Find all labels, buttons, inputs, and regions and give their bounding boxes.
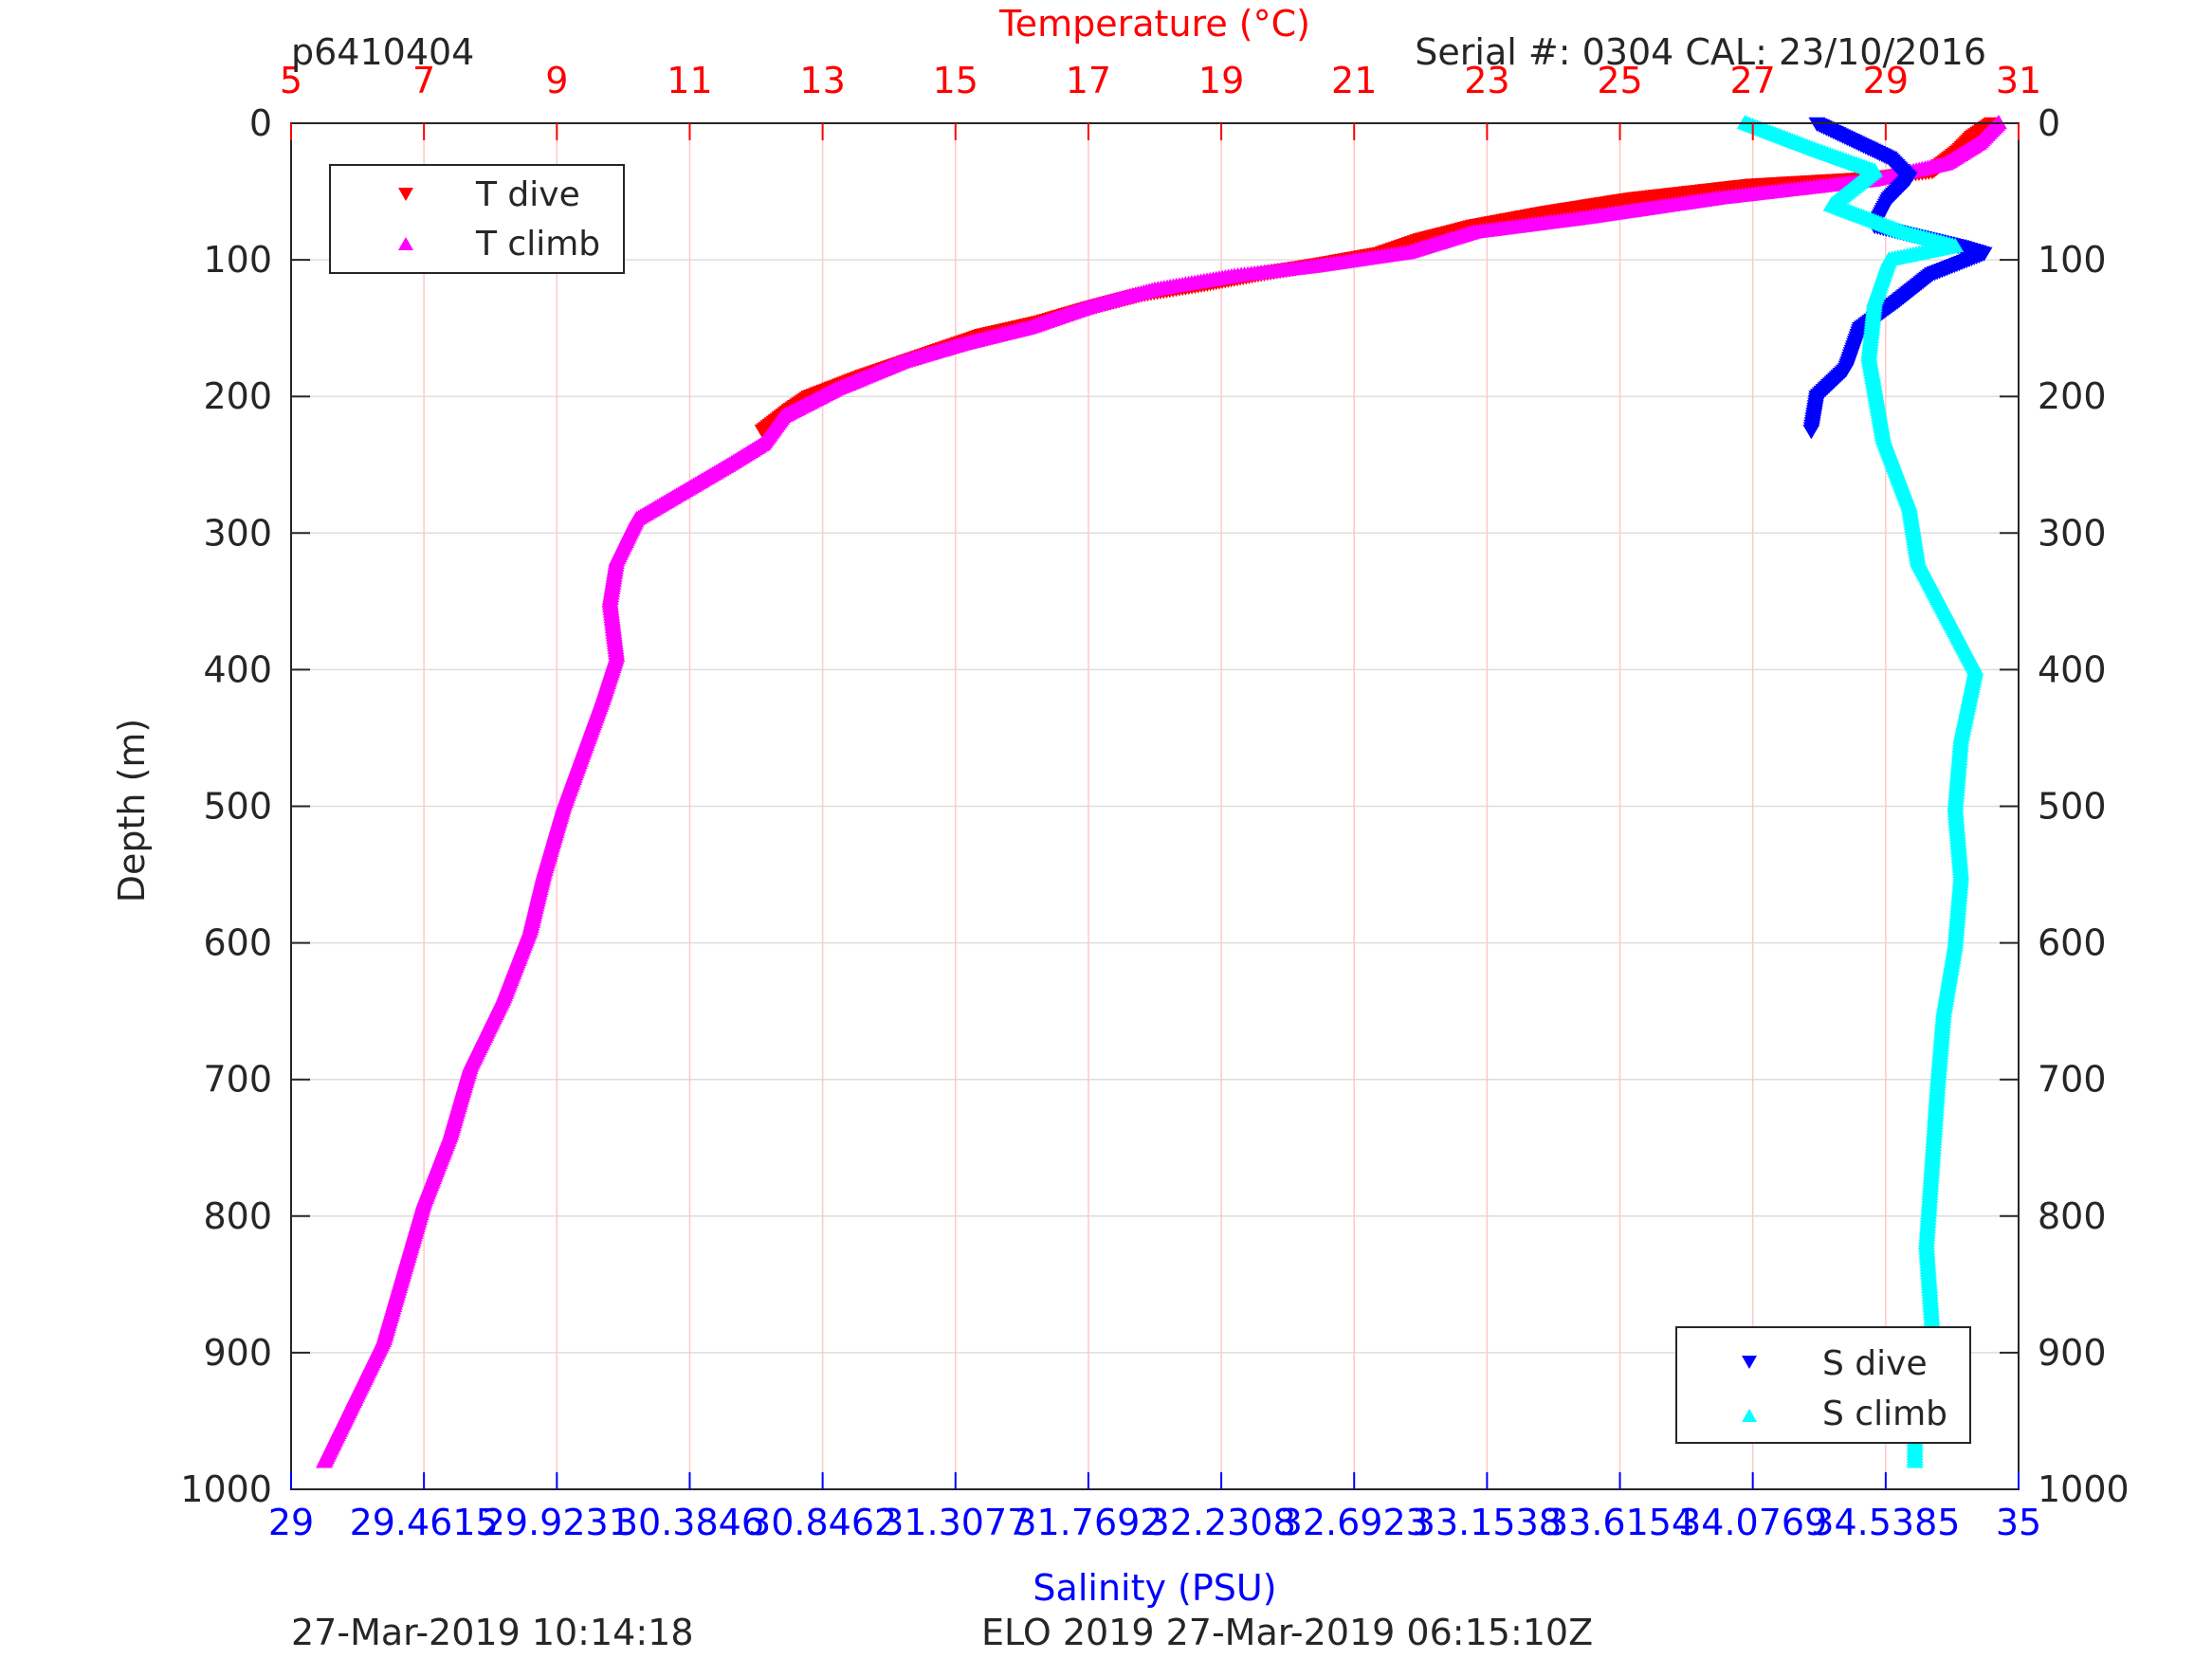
depth-tick-label-left: 900 [203,1332,272,1374]
depth-tick-label-right: 600 [2038,922,2107,964]
temperature-tick-label: 7 [412,60,435,101]
salinity-tick-label: 34.0769 [1678,1502,1827,1543]
depth-tick-label-right: 800 [2038,1195,2107,1237]
depth-tick-label-left: 300 [203,512,272,554]
salinity-tick-label: 29.4615 [350,1502,499,1543]
axis-ticks: 0 0 100 100 200 200 300 300 400 400 500 500 600 600 70… [180,60,2129,1543]
salinity-tick-label: 31.7692 [1014,1502,1162,1543]
temperature-tick-label: 11 [667,60,712,101]
temperature-tick-label: 23 [1464,60,1509,101]
temperature-tick-label: 21 [1331,60,1377,101]
profile-id: p6410404 [291,31,474,73]
depth-tick-label-left: 600 [203,922,272,964]
temperature-tick-label: 9 [545,60,568,101]
temperature-tick-label: 31 [1996,60,2041,101]
depth-tick-label-left: 0 [249,102,272,144]
depth-tick-label-right: 500 [2038,786,2107,828]
salinity-tick-label: 32.6923 [1280,1502,1429,1543]
depth-tick-label-left: 200 [203,375,272,417]
salinity-tick-label: 30.8462 [748,1502,897,1543]
depth-tick-label-right: 100 [2038,239,2107,281]
serial-calibration: Serial #: 0304 CAL: 23/10/2016 [1415,31,1986,73]
depth-axis-title: Depth (m) [111,719,153,903]
series-t-climb [316,115,2007,1468]
depth-tick-label-right: 1000 [2038,1468,2130,1510]
data-point [1802,424,1820,440]
depth-tick-label-right: 900 [2038,1332,2107,1374]
salinity-tick-label: 35 [1996,1502,2041,1543]
temperature-legend-box [329,164,625,274]
temperature-tick-label: 19 [1198,60,1244,101]
temperature-tick-label: 29 [1863,60,1909,101]
temperature-tick-label: 27 [1730,60,1776,101]
temperature-tick-label: 5 [280,60,302,101]
s-climb-legend-marker [1742,1409,1757,1422]
temperature-tick-label: 17 [1066,60,1111,101]
salinity-tick-label: 31.3077 [881,1502,1030,1543]
s-dive-legend-marker [1742,1356,1757,1369]
salinity-tick-label: 33.6154 [1545,1502,1694,1543]
temperature-legend: T dive T climb [329,164,625,274]
s-climb-legend-label: S climb [1822,1395,1947,1433]
t-dive-legend-label: T dive [475,175,580,214]
salinity-tick-label: 33.1538 [1413,1502,1562,1543]
temperature-tick-label: 15 [933,60,978,101]
salinity-legend-box [1675,1326,1971,1444]
temperature-tick-label: 13 [799,60,845,101]
depth-tick-label-left: 100 [203,239,272,281]
depth-tick-label-left: 700 [203,1059,272,1101]
series-layer [316,115,2007,1468]
depth-tick-label-right: 200 [2038,375,2107,417]
series-s-dive [1802,117,1993,440]
temperature-axis-title: Temperature (°C) [998,3,1310,45]
depth-tick-label-right: 700 [2038,1059,2107,1101]
salinity-axis-title: Salinity (PSU) [1033,1567,1276,1609]
data-point [1906,1453,1924,1468]
temperature-tick-label: 25 [1597,60,1642,101]
data-point [316,1453,334,1468]
depth-tick-label-left: 800 [203,1195,272,1237]
depth-tick-label-right: 300 [2038,512,2107,554]
salinity-legend: S dive S climb [1675,1326,1971,1444]
depth-tick-label-left: 1000 [180,1468,272,1510]
data-point [754,424,772,440]
salinity-tick-label: 29 [268,1502,314,1543]
footer-timestamp: 27-Mar-2019 10:14:18 [291,1612,694,1653]
salinity-tick-label: 29.9231 [483,1502,631,1543]
depth-tick-label-right: 0 [2038,102,2060,144]
depth-tick-label-left: 400 [203,648,272,690]
t-climb-legend-label: T climb [475,225,600,264]
series-s-climb [1736,115,1984,1468]
salinity-tick-label: 34.5385 [1811,1502,1960,1543]
salinity-tick-label: 30.3846 [615,1502,764,1543]
salinity-tick-label: 32.2308 [1147,1502,1296,1543]
t-climb-legend-marker [398,237,413,250]
t-dive-legend-marker [398,188,413,201]
depth-tick-label-right: 400 [2038,648,2107,690]
s-dive-legend-label: S dive [1822,1344,1928,1383]
depth-tick-label-left: 500 [203,786,272,828]
grid-lines [291,123,2019,1489]
footer-deployment: ELO 2019 27-Mar-2019 06:15:10Z [981,1612,1593,1653]
